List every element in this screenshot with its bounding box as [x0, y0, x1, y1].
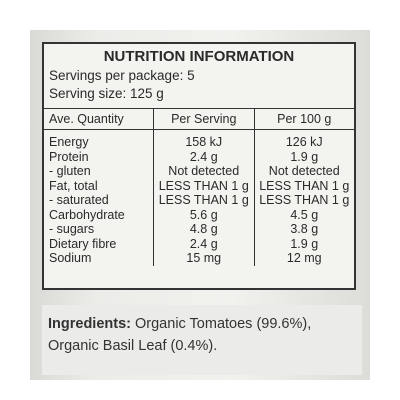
nutrition-panel: NUTRITION INFORMATION Servings per packa… — [42, 42, 356, 290]
ingredients-text: Organic Tomatoes (99.6%), Organic Basil L… — [48, 316, 311, 354]
table-cell: 3.8 g — [253, 222, 354, 237]
table-cell: 4.5 g — [253, 207, 354, 222]
table-row: - saturated LESS THAN 1 g LESS THAN 1 g — [44, 193, 354, 208]
table-cell: 1.9 g — [253, 236, 354, 251]
table-cell: LESS THAN 1 g — [253, 193, 354, 208]
table-cell: Dietary fibre — [49, 236, 117, 251]
table-cell: LESS THAN 1 g — [253, 178, 354, 193]
table-row: Dietary fibre 2.4 g 1.9 g — [44, 236, 354, 251]
serving-size: Serving size: 125 g — [49, 86, 164, 101]
column-header: Per Serving — [153, 108, 254, 130]
table-cell: LESS THAN 1 g — [153, 193, 254, 208]
nutrition-table: Ave. Quantity Per Serving Per 100 g Energy… — [44, 108, 354, 266]
table-row: Carbohydrate 5.6 g 4.5 g — [44, 207, 354, 222]
table-row: - gluten Not detected Not detected — [44, 164, 354, 179]
table-row: Fat, total LESS THAN 1 g LESS THAN 1 g — [44, 178, 354, 193]
panel-title: NUTRITION INFORMATION — [103, 48, 295, 65]
ingredients-label: Ingredients: — [48, 316, 131, 332]
ingredients: Ingredients: Organic Tomatoes (99.6%), Or… — [42, 305, 362, 375]
table-cell: LESS THAN 1 g — [153, 178, 254, 193]
table-cell: 158 kJ — [153, 129, 254, 150]
column-header: Ave. Quantity — [44, 108, 154, 130]
servings: Servings per package: 5 — [49, 68, 195, 83]
table-cell: 1.9 g — [253, 149, 354, 164]
table-cell: 2.4 g — [153, 149, 254, 164]
table-cell: Sodium — [49, 251, 92, 266]
table-cell: Not detected — [253, 164, 354, 179]
table-row: Protein 2.4 g 1.9 g — [44, 149, 354, 164]
table-cell: 12 mg — [253, 251, 354, 266]
table-row: - sugars 4.8 g 3.8 g — [44, 222, 354, 237]
table-cell: - sugars — [49, 222, 95, 237]
table-cell: - saturated — [49, 193, 109, 208]
table-cell: Carbohydrate — [49, 207, 125, 222]
table-cell: - gluten — [49, 164, 91, 179]
table-cell: Energy — [49, 135, 89, 150]
table-cell: 126 kJ — [253, 129, 354, 150]
header-row: Ave. Quantity Per Serving Per 100 g — [44, 108, 354, 130]
ingredients-line: Organic Basil Leaf (0.4%). — [48, 338, 218, 354]
table-row: Sodium 15 mg 12 mg — [44, 251, 354, 266]
table-cell: 5.6 g — [153, 207, 254, 222]
table-cell: 2.4 g — [153, 236, 254, 251]
table-body: Energy 158 kJ 126 kJ Protein 2.4 g 1.9 g- glu… — [44, 129, 354, 266]
table-cell: Protein — [49, 149, 89, 164]
table-cell: 15 mg — [153, 251, 254, 266]
table-row: Energy 158 kJ 126 kJ — [44, 129, 354, 150]
ingredients-line: Organic Tomatoes (99.6%), — [135, 316, 312, 332]
table-cell: 4.8 g — [153, 222, 254, 237]
table-cell: Not detected — [153, 164, 254, 179]
table-cell: Fat, total — [49, 178, 98, 193]
column-header: Per 100 g — [253, 108, 354, 130]
